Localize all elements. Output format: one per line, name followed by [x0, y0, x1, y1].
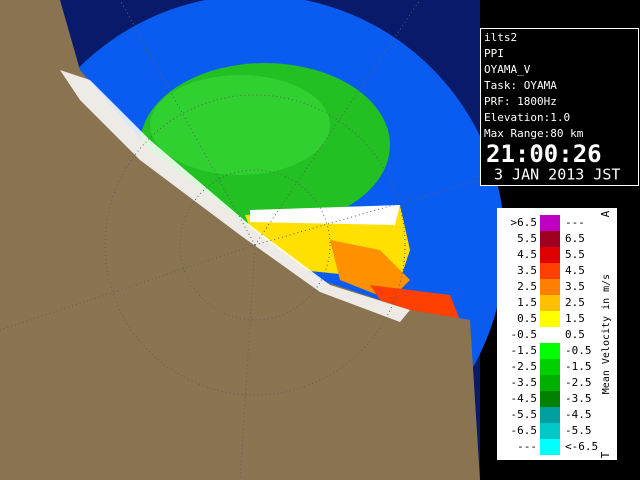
- legend-label-right: 6.5: [565, 232, 585, 245]
- legend-label-left: 0.5: [517, 312, 537, 325]
- legend-label-left: >6.5: [511, 216, 538, 229]
- station: ilts2: [484, 31, 517, 44]
- legend-title: Mean Velocity in m/s: [601, 274, 612, 394]
- echo-white: [250, 205, 400, 225]
- legend-label-right: -4.5: [565, 408, 592, 421]
- date: 3 JAN 2013 JST: [494, 166, 620, 184]
- legend-top-marker: A: [599, 210, 612, 217]
- max-range: Max Range:80 km: [484, 127, 584, 140]
- legend-label-left: ---: [517, 440, 537, 453]
- legend-swatch: [540, 247, 560, 263]
- legend-label-right: <-6.5: [565, 440, 598, 453]
- legend-label-left: 3.5: [517, 264, 537, 277]
- legend-label-left: 2.5: [517, 280, 537, 293]
- legend-swatch: [540, 423, 560, 439]
- legend-label-left: -0.5: [511, 328, 538, 341]
- legend-label-left: -6.5: [511, 424, 538, 437]
- legend-label-right: -1.5: [565, 360, 592, 373]
- legend-swatch: [540, 295, 560, 311]
- legend-label-left: -4.5: [511, 392, 538, 405]
- radar-map: [0, 0, 505, 480]
- legend-label-left: 5.5: [517, 232, 537, 245]
- legend-swatch: [540, 407, 560, 423]
- legend-label-left: 4.5: [517, 248, 537, 261]
- legend-label-right: -0.5: [565, 344, 592, 357]
- legend-label-left: -5.5: [511, 408, 538, 421]
- task: Task: OYAMA: [484, 79, 557, 92]
- legend-swatch: [540, 215, 560, 231]
- elevation: Elevation:1.0: [484, 111, 570, 124]
- legend-swatch: [540, 231, 560, 247]
- legend-label-right: 0.5: [565, 328, 585, 341]
- legend-label-right: -5.5: [565, 424, 592, 437]
- legend-label-left: -1.5: [511, 344, 538, 357]
- echo-green-core: [150, 75, 330, 175]
- legend-label-right: -2.5: [565, 376, 592, 389]
- legend-swatch: [540, 279, 560, 295]
- legend-label-left: -2.5: [511, 360, 538, 373]
- legend-label-right: 3.5: [565, 280, 585, 293]
- info-box: [480, 28, 639, 186]
- legend-label-left: 1.5: [517, 296, 537, 309]
- legend-label-right: 2.5: [565, 296, 585, 309]
- legend-label-left: -3.5: [511, 376, 538, 389]
- range-rings: [0, 0, 481, 480]
- legend-swatch: [540, 359, 560, 375]
- legend-swatch: [540, 311, 560, 327]
- legend-swatch: [540, 263, 560, 279]
- legend-swatch: [540, 375, 560, 391]
- legend-bottom-marker: T: [599, 451, 612, 458]
- legend-swatch: [540, 327, 560, 343]
- legend-swatch: [540, 343, 560, 359]
- legend-label-right: -3.5: [565, 392, 592, 405]
- product: OYAMA_V: [484, 63, 531, 76]
- legend-swatch: [540, 391, 560, 407]
- legend-label-right: 5.5: [565, 248, 585, 261]
- mode: PPI: [484, 47, 504, 60]
- legend-label-right: 1.5: [565, 312, 585, 325]
- echo-orange: [330, 240, 410, 300]
- legend-label-right: 4.5: [565, 264, 585, 277]
- prf: PRF: 1800Hz: [484, 95, 557, 108]
- coast-clutter: [60, 70, 410, 322]
- time: 21:00:26: [486, 140, 602, 168]
- legend-swatch: [540, 439, 560, 455]
- legend-label-right: ---: [565, 216, 585, 229]
